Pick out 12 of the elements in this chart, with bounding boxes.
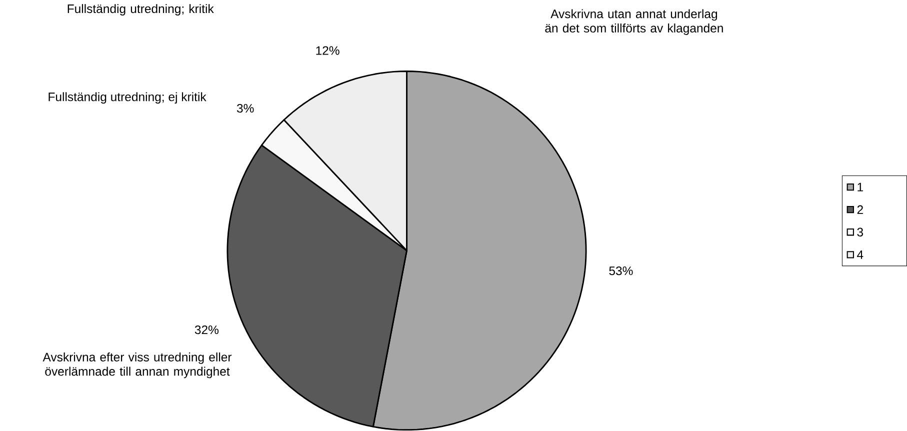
data-label: 32% bbox=[194, 326, 219, 334]
legend-label: 4 bbox=[857, 250, 864, 260]
text: Avskrivna efter viss utredning eller överlämnade till annan myndighet bbox=[42, 352, 232, 378]
legend-label: 1 bbox=[858, 183, 863, 192]
text: Fullständig utredning; ej kritik bbox=[48, 92, 206, 104]
data-label: 53% bbox=[609, 266, 633, 276]
text: Fullständig utredning; kritik bbox=[68, 4, 214, 16]
legend-label: 3 bbox=[857, 228, 864, 237]
data-label: 12% bbox=[316, 46, 340, 56]
data-label: 3% bbox=[236, 104, 254, 113]
legend-label: 2 bbox=[857, 206, 863, 214]
text: Avskrivna utan annat underlag än det som tillförts av klaganden bbox=[545, 9, 723, 36]
